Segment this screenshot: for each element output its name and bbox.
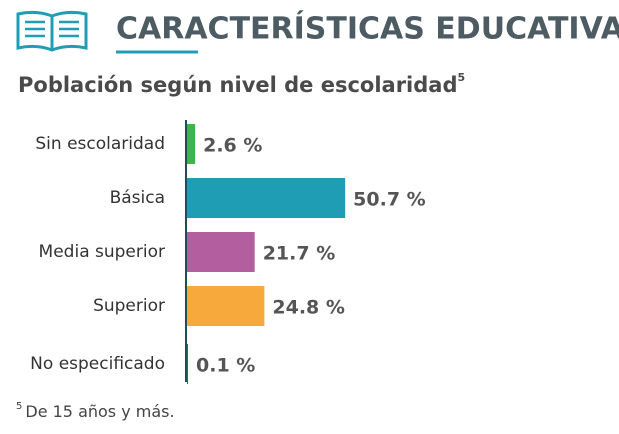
chart-subtitle: Población según nivel de escolaridad5: [18, 71, 465, 97]
footnote: 5 De 15 años y más.: [16, 401, 175, 421]
subtitle-mark: 5: [458, 71, 466, 84]
subtitle-text: Población según nivel de escolaridad: [18, 73, 458, 97]
value-label: 2.6 %: [203, 135, 262, 157]
category-label: Básica: [110, 188, 165, 208]
category-label: Superior: [93, 296, 165, 316]
bar: [187, 178, 346, 218]
value-label: 50.7 %: [353, 189, 426, 211]
bar: [187, 124, 196, 164]
value-label: 0.1 %: [196, 355, 255, 377]
category-label: No especificado: [30, 354, 165, 374]
bar: [187, 232, 255, 272]
book-icon: [16, 10, 88, 52]
footnote-mark: 5: [16, 401, 22, 412]
category-label: Sin escolaridad: [35, 134, 165, 154]
value-label: 21.7 %: [263, 243, 336, 265]
bar: [187, 286, 265, 326]
footnote-text: De 15 años y más.: [25, 402, 174, 421]
chart-title: CARACTERÍSTICAS EDUCATIVAS: [116, 11, 619, 47]
category-label: Media superior: [39, 242, 165, 262]
value-label: 24.8 %: [272, 297, 345, 319]
bar: [187, 344, 188, 384]
